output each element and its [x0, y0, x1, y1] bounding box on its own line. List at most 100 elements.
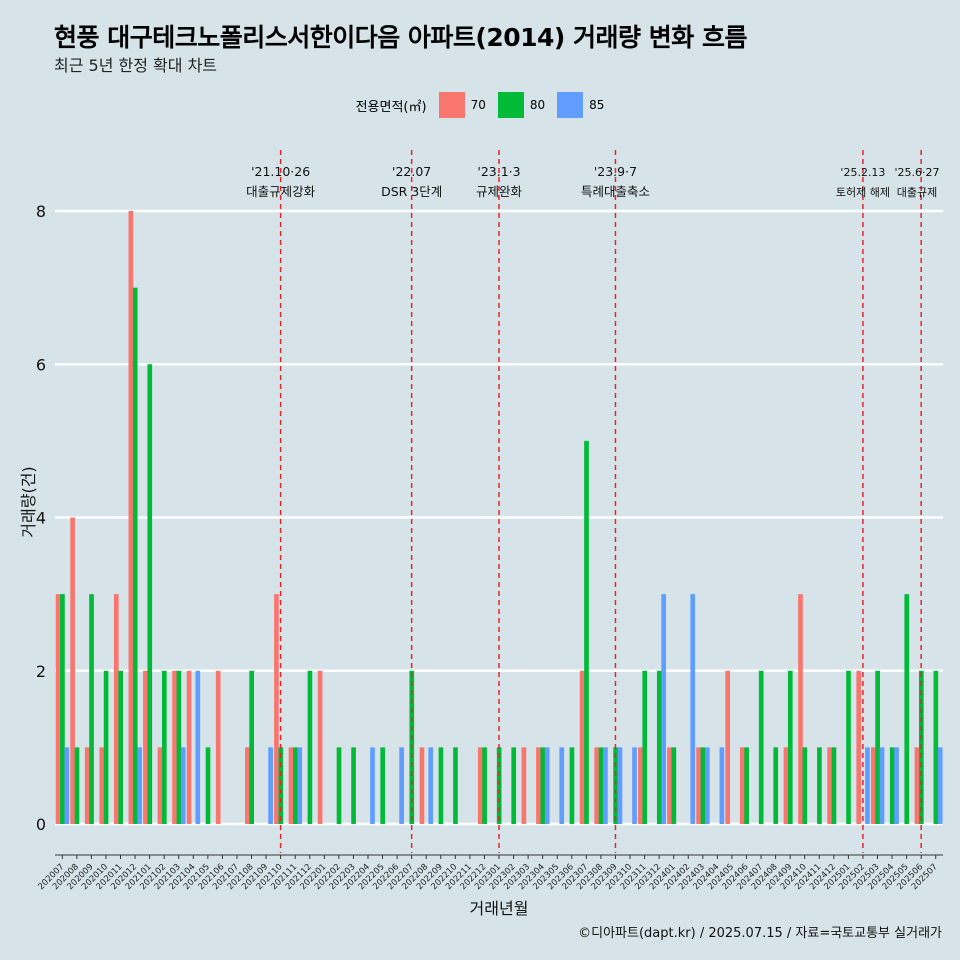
x-axis-title: 거래년월	[470, 899, 529, 918]
bar-80-202505	[904, 594, 910, 824]
y-tick-label: 4	[36, 509, 46, 528]
bar-70-202101	[143, 670, 148, 824]
bar-70-202102	[157, 747, 163, 824]
legend-swatch-80	[497, 92, 524, 118]
bar-85-202504	[894, 747, 899, 824]
bar-85-202310	[632, 747, 637, 824]
bar-85-202309	[617, 747, 623, 824]
bar-85-202402	[690, 594, 696, 824]
bar-70-202012	[128, 211, 134, 824]
bar-70-202412	[827, 747, 832, 824]
bar-80-202403	[700, 747, 706, 824]
bar-70-202401	[667, 747, 672, 824]
bar-80-202410	[802, 747, 808, 824]
bar-85-202308	[603, 747, 608, 824]
bar-85-202502	[865, 747, 870, 824]
bar-70-202103	[172, 670, 177, 824]
y-tick-label: 0	[36, 815, 46, 834]
bar-80-202008	[74, 747, 80, 824]
bar-70-202110	[274, 594, 279, 824]
legend-label-80: 80	[529, 98, 546, 112]
bar-80-202110	[278, 747, 284, 824]
bar-80-202111	[293, 747, 298, 824]
bar-80-202412	[831, 747, 837, 824]
event-date-202301: '23.1·3	[477, 164, 520, 179]
bar-80-202009	[89, 594, 94, 824]
bar-85-202012	[137, 747, 142, 824]
bar-80-202212	[482, 747, 487, 824]
legend-item-85: 85	[557, 92, 604, 118]
bar-80-202411	[817, 747, 822, 824]
bar-85-202507	[937, 747, 943, 824]
event-label-202309: 특례대출축소	[581, 184, 650, 199]
event-date-202506: '25.6·27	[894, 166, 939, 179]
bar-70-202311	[638, 747, 643, 824]
bar-70-202409	[783, 747, 789, 824]
bar-80-202112	[307, 670, 313, 824]
event-label-202502: 토허제 해제	[836, 185, 890, 199]
bar-70-202212	[477, 747, 483, 824]
bar-85-202007	[64, 747, 70, 824]
bar-70-202104	[186, 670, 192, 824]
legend-item-80: 80	[497, 92, 546, 118]
bar-80-202105	[205, 747, 211, 824]
bar-70-202010	[99, 747, 105, 824]
bar-70-202201	[317, 670, 323, 824]
bar-70-202007	[55, 594, 61, 824]
bar-80-202103	[176, 670, 182, 824]
y-tick-label: 8	[36, 202, 46, 221]
bar-70-202304	[536, 747, 541, 824]
bar-70-202502	[856, 670, 862, 824]
bar-80-202202	[336, 747, 342, 824]
bar-85-202312	[661, 594, 666, 824]
bar-70-202009	[84, 747, 90, 824]
bar-80-202507	[933, 670, 939, 824]
bar-70-202410	[798, 594, 803, 824]
bar-80-202406	[744, 747, 749, 824]
bar-70-202503	[870, 747, 876, 824]
event-date-202309: '23.9·7	[594, 164, 637, 179]
y-axis-title: 거래량(건)	[19, 466, 38, 537]
bar-80-202304	[540, 747, 546, 824]
legend-item-70: 70	[438, 92, 486, 118]
event-date-202502: '25.2.13	[840, 166, 885, 179]
event-label-202506: 대출규제	[897, 186, 937, 199]
bar-70-202308	[594, 747, 600, 824]
bar-80-202312	[656, 670, 662, 824]
y-tick-label: 2	[36, 662, 46, 681]
bar-80-202503	[875, 670, 880, 824]
bar-80-202504	[889, 747, 895, 824]
bar-85-202305	[559, 747, 565, 824]
bar-70-202111	[288, 747, 294, 824]
chart-title: 현풍 대구테크노폴리스서한이다음 아파트(2014) 거래량 변화 흐름	[54, 23, 747, 52]
legend: 전용면적(㎡) 70 80 85	[0, 92, 960, 118]
bar-85-202104	[195, 670, 201, 824]
bar-80-202205	[380, 747, 386, 824]
bar-85-202304	[544, 747, 550, 824]
event-date-202207: '22.07	[392, 164, 431, 179]
bar-70-202405	[725, 670, 731, 824]
bar-80-202301	[496, 747, 502, 824]
event-date-202110: '21.10·26	[251, 164, 310, 179]
bar-85-202111	[297, 747, 303, 824]
bar-85-202109	[268, 747, 273, 824]
bar-80-202307	[584, 440, 589, 824]
bar-70-202106	[215, 670, 221, 824]
bar-80-202209	[438, 747, 444, 824]
legend-swatch-70	[438, 92, 465, 118]
bar-80-202011	[118, 670, 123, 824]
bar-70-202506	[914, 747, 920, 824]
bar-80-202210	[453, 747, 458, 824]
bar-80-202302	[511, 747, 517, 824]
bar-70-202403	[696, 747, 701, 824]
bar-80-202108	[249, 670, 255, 824]
event-label-202301: 규제완화	[476, 184, 523, 199]
bar-85-202403	[704, 747, 710, 824]
bar-85-202208	[428, 747, 434, 824]
event-label-202110: 대출규제강화	[246, 184, 316, 199]
bar-80-202501	[846, 670, 851, 824]
bar-85-202206	[399, 747, 404, 824]
bar-80-202010	[103, 670, 109, 824]
bar-80-202203	[351, 747, 356, 824]
